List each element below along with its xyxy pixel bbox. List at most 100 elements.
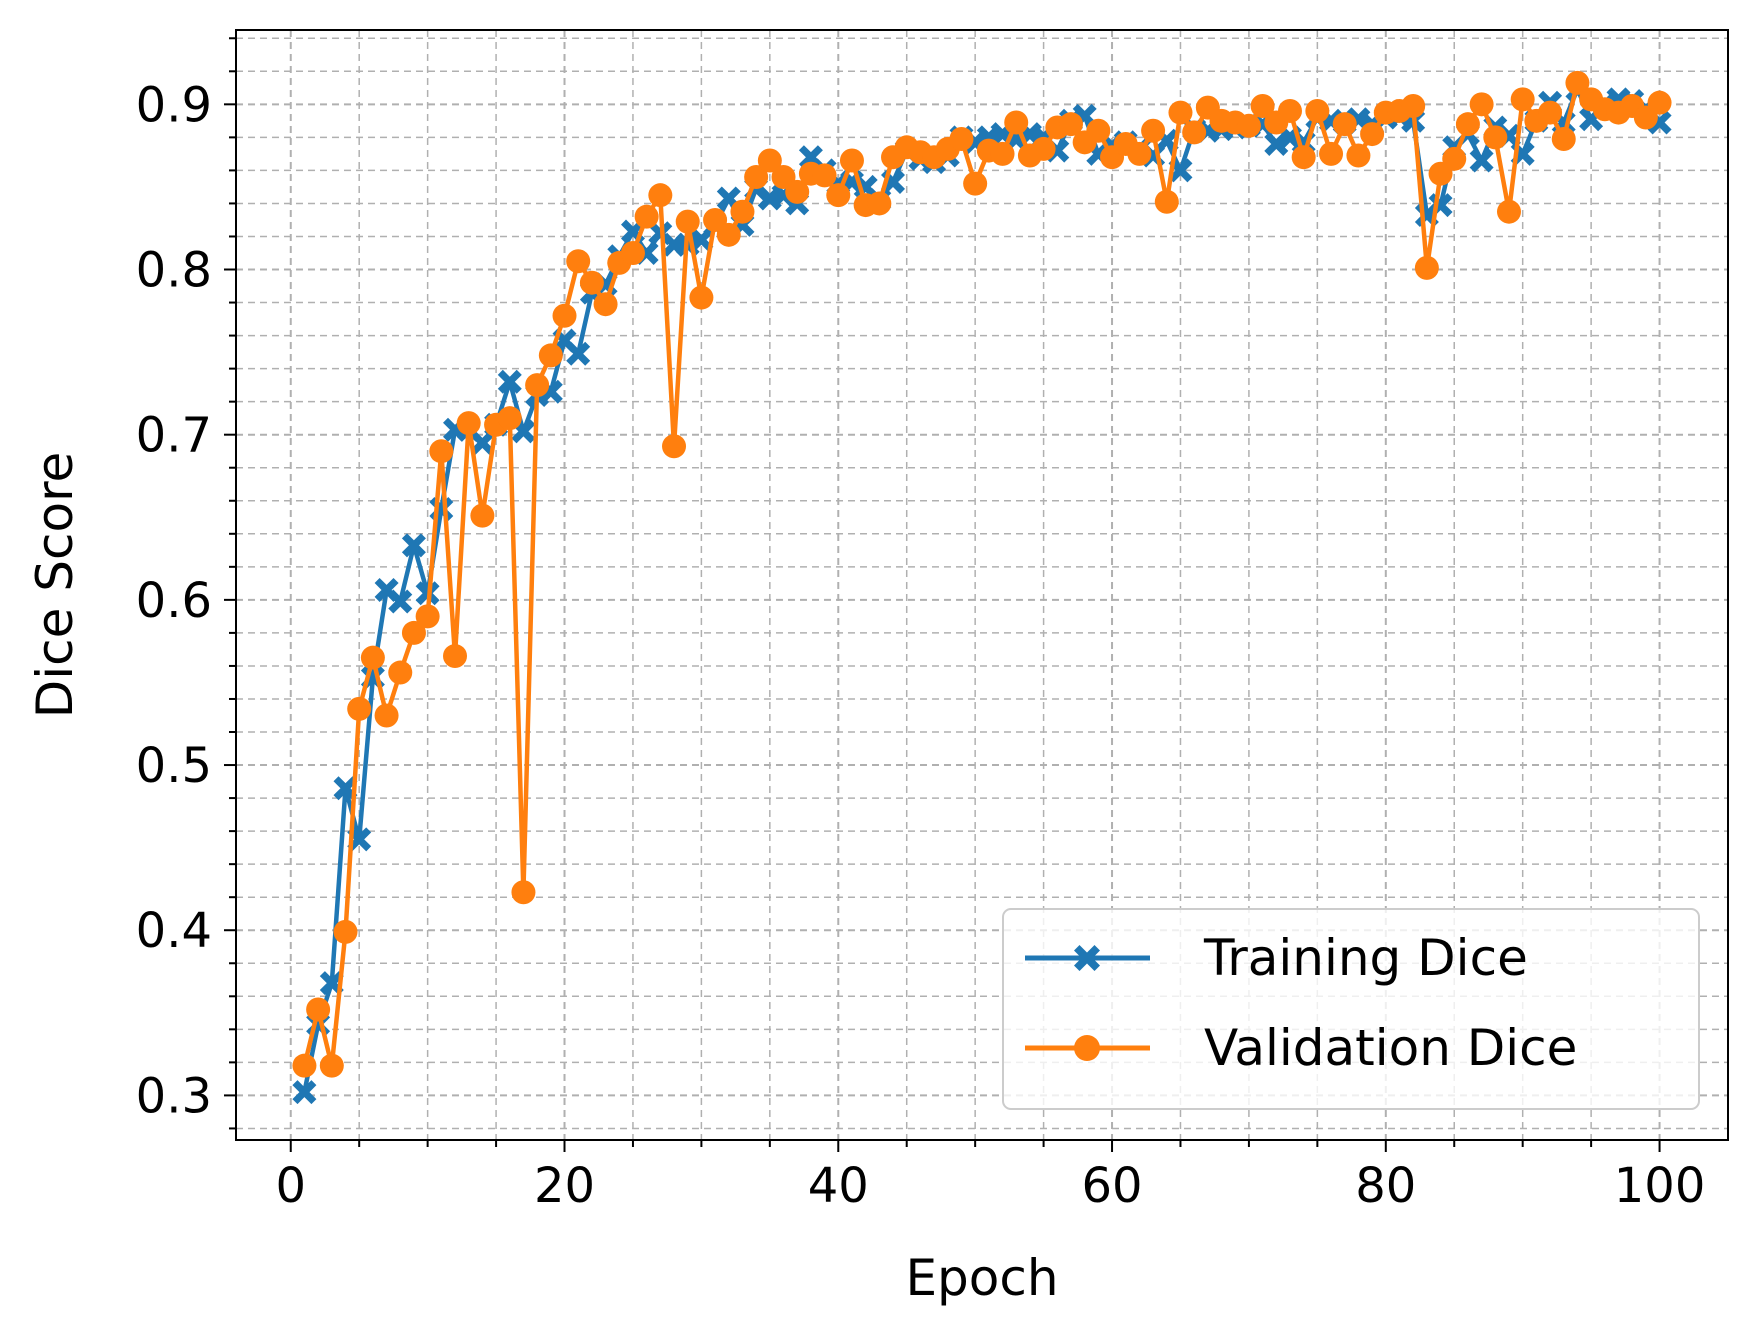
data-point [1414,255,1439,280]
legend-box [1002,908,1700,1110]
data-point [648,183,673,208]
legend-label: Training Dice [1203,929,1528,987]
y-tick-label: 0.3 [136,1068,212,1124]
legend-label: Validation Dice [1204,1019,1577,1077]
data-point [689,285,714,310]
x-tick-label: 40 [808,1158,869,1214]
data-point [497,369,522,394]
data-point [1264,132,1289,156]
data-point [1127,141,1152,166]
data-point [1332,112,1357,137]
data-point [333,919,358,944]
data-point [1291,145,1316,170]
data-point [566,341,591,366]
data-point [620,240,645,265]
series-validation [292,70,1672,1078]
data-point [401,620,426,645]
y-tick-label: 0.8 [136,243,212,299]
y-tick-label: 0.5 [136,738,212,794]
data-point [812,163,837,188]
series-layer [292,70,1672,1105]
data-point [443,644,468,669]
data-point [1360,122,1385,147]
data-point [415,604,440,629]
data-point [1004,110,1029,135]
x-tick-label: 100 [1614,1158,1706,1214]
data-point [566,249,591,274]
data-point [757,148,782,173]
data-point [497,406,522,431]
x-axis-label: Epoch [905,1249,1058,1307]
data-point [1455,112,1480,137]
x-tick-label: 0 [275,1158,306,1214]
data-point [292,1080,317,1105]
data-point [538,343,563,368]
legend-marker [1074,1035,1100,1061]
plot-frame [235,29,1729,1141]
data-point [1442,146,1467,171]
data-point [1031,136,1056,161]
data-point [1168,100,1193,125]
y-tick-label: 0.9 [136,77,212,133]
data-point [990,141,1015,166]
data-point [388,589,413,614]
data-point [1647,90,1672,115]
data-point [347,696,372,721]
data-point [826,183,851,208]
legend-marker [1074,945,1100,971]
data-point [593,292,618,317]
y-axis-label: Dice Score [26,452,84,719]
x-tick-label: 60 [1081,1158,1142,1214]
data-point [319,1053,344,1078]
data-point [360,645,385,670]
data-point [1319,141,1344,166]
data-point [374,703,399,728]
legend-entries: Training Dice Validation Dice [1025,929,1577,1077]
data-point [1182,120,1207,145]
data-point [470,430,495,455]
x-tick-label: 20 [534,1158,595,1214]
data-point [963,171,988,196]
data-point [1483,125,1508,150]
axis-ticks: 0 20 40 60 80 100 0.3 0.4 0.5 0.6 0.7 0.8 0.9 [136,37,1706,1214]
data-point [675,209,700,234]
y-tick-label: 0.6 [136,573,212,629]
data-point [1250,93,1275,118]
data-point [1058,112,1083,137]
data-point [1565,70,1590,95]
data-point [292,1053,317,1078]
data-point [388,660,413,685]
data-point [1401,93,1426,118]
data-point [634,204,659,229]
data-point [579,270,604,295]
data-point [716,222,741,247]
data-point [1305,98,1330,123]
data-point [1346,143,1371,168]
data-point [333,776,358,801]
data-point [1469,148,1494,173]
data-point [730,199,755,224]
data-point [744,165,769,190]
data-point [1277,98,1302,123]
y-tick-label: 0.4 [136,903,212,959]
data-point [401,533,426,558]
data-point [1236,113,1261,138]
x-tick-label: 80 [1355,1158,1416,1214]
data-point [525,373,550,398]
data-point [1086,118,1111,143]
data-point [949,127,974,152]
data-point [306,997,331,1022]
data-point [1510,87,1535,112]
y-tick-label: 0.7 [136,408,212,464]
data-point [839,148,864,173]
data-point [1469,92,1494,117]
data-point [552,303,577,328]
data-point [1551,127,1576,152]
data-point [1154,189,1179,214]
data-point [662,434,687,459]
legend: Training Dice Validation Dice [1002,908,1700,1110]
series-line [302,80,1662,1068]
